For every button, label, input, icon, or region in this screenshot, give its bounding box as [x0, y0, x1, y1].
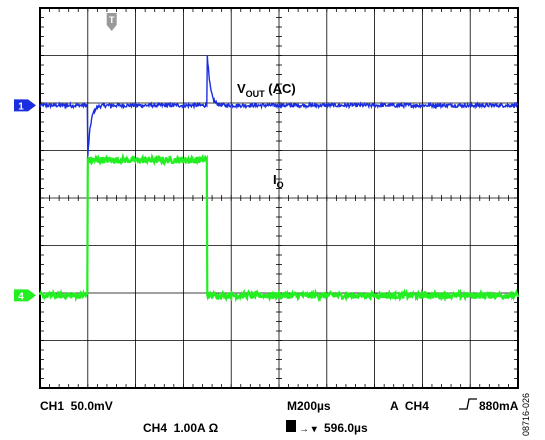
trigger-level-readout: 880mA — [479, 399, 519, 413]
channel-1-marker-arrow — [28, 99, 36, 112]
channel-4-marker-arrow — [28, 289, 36, 302]
trigger-readout: A CH4 880mA — [390, 398, 519, 413]
channel-4-number: 4 — [18, 291, 24, 302]
trigger-flag-letter: T — [288, 422, 294, 432]
trigger-marker-arrow — [106, 25, 117, 31]
vout-label: VOUT (AC) — [237, 81, 296, 99]
channel-1-marker — [14, 99, 28, 112]
rising-edge-icon — [459, 398, 477, 410]
io-label: IO — [273, 172, 284, 190]
io-trace — [38, 152, 520, 303]
ch1-scale-readout: CH1 50.0mV — [40, 399, 113, 413]
position-arrows: → ▾ — [299, 424, 318, 435]
trigger-source-readout: A CH4 — [390, 399, 429, 413]
ch4-scale-readout: CH4 1.00A Ω — [143, 421, 219, 435]
channel-4-marker — [14, 289, 28, 302]
trigger-marker-letter: T — [109, 15, 115, 25]
position-value: 596.0µs — [324, 421, 368, 435]
channel-1-number: 1 — [18, 101, 24, 112]
trigger-marker — [106, 13, 117, 25]
trigger-position-readout: T → ▾ 596.0µs — [286, 420, 368, 435]
vout-trace — [39, 54, 519, 157]
timebase-readout: M200µs — [287, 399, 331, 413]
figure-id: 08716-026 — [521, 392, 531, 436]
trigger-flag-icon — [286, 420, 296, 432]
graticule — [39, 7, 519, 389]
channel-markers: 1 4 T — [14, 13, 117, 302]
waveform-traces — [38, 54, 520, 303]
